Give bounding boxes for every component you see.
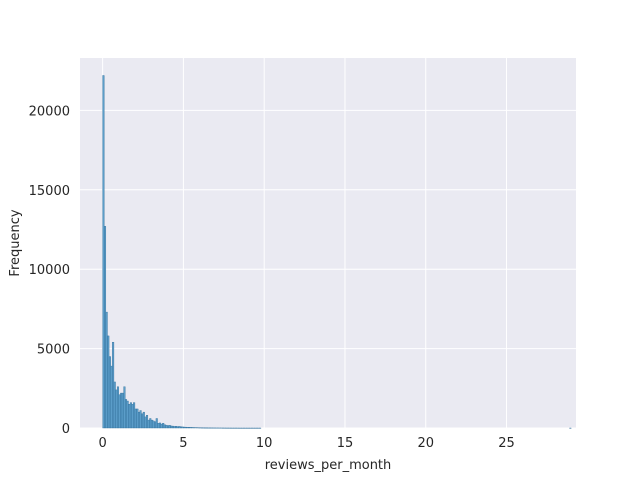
histogram-bar — [157, 423, 160, 429]
histogram-bar — [141, 413, 144, 429]
histogram-bar — [154, 421, 157, 429]
y-tick-label: 10000 — [29, 263, 70, 278]
histogram-bar — [137, 411, 140, 429]
x-tick-label: 10 — [256, 436, 273, 451]
histogram-bar — [160, 423, 163, 429]
histogram-bar — [139, 410, 142, 429]
histogram-bar — [105, 311, 108, 429]
x-tick-label: 0 — [98, 436, 106, 451]
histogram-bar — [107, 335, 110, 429]
histogram-bar — [123, 386, 126, 429]
histogram-bar — [163, 424, 166, 429]
histogram-bars — [102, 75, 572, 429]
histogram-bar — [102, 75, 105, 429]
histogram-bar — [191, 427, 194, 429]
histogram-bar — [186, 427, 189, 429]
histogram-bar — [183, 426, 186, 429]
histogram-bar — [147, 419, 150, 429]
histogram-bar — [125, 399, 128, 429]
histogram-bar — [128, 404, 131, 429]
histogram-bar — [178, 426, 181, 429]
histogram-bar — [162, 423, 165, 429]
histogram-bar — [104, 226, 107, 429]
histogram-bar — [144, 416, 147, 429]
y-tick-label: 0 — [62, 422, 70, 437]
histogram-bar — [131, 404, 134, 429]
histogram-bar — [150, 419, 153, 429]
histogram-bar — [133, 402, 136, 429]
histogram-bar — [142, 411, 145, 429]
histogram-bar — [129, 402, 132, 429]
histogram-bar — [152, 420, 155, 429]
y-tick-label: 20000 — [29, 104, 70, 119]
histogram-bar — [165, 424, 168, 429]
x-tick-label: 5 — [179, 436, 187, 451]
histogram-bar — [155, 418, 158, 429]
histogram-bar — [171, 425, 174, 429]
histogram-bar — [136, 408, 139, 429]
histogram-bar — [168, 425, 171, 429]
histogram-bar — [126, 400, 129, 429]
histogram-bar — [112, 342, 115, 429]
y-axis-ticks: 0 5000 10000 15000 20000 — [29, 104, 70, 437]
histogram-bar — [181, 426, 184, 429]
histogram-bar — [188, 427, 191, 429]
histogram-bar — [189, 427, 192, 429]
histogram-bar — [108, 356, 111, 429]
histogram-bar — [158, 422, 161, 429]
histogram-bar — [173, 426, 176, 429]
histogram-bar — [120, 392, 123, 429]
y-tick-label: 5000 — [37, 343, 70, 358]
histogram-bar — [113, 381, 116, 429]
x-tick-label: 25 — [498, 436, 515, 451]
x-axis-ticks: 0 5 10 15 20 25 — [98, 436, 514, 451]
histogram-bar — [149, 418, 152, 429]
x-tick-label: 15 — [337, 436, 354, 451]
histogram-bar — [116, 386, 119, 429]
x-tick-label: 20 — [417, 436, 434, 451]
histogram-bar — [118, 394, 121, 429]
histogram-bar — [134, 408, 137, 429]
histogram-bar — [179, 426, 182, 429]
histogram-bar — [184, 426, 187, 429]
histogram-bar — [170, 425, 173, 429]
histogram-bar — [175, 426, 178, 429]
y-axis-label: Frequency — [8, 209, 23, 276]
histogram-bar — [146, 415, 149, 429]
x-axis-label: reviews_per_month — [265, 458, 392, 473]
histogram-bar — [115, 389, 118, 429]
histogram-bar — [110, 365, 113, 429]
histogram-bar — [121, 392, 124, 429]
plot-background — [80, 58, 576, 428]
y-tick-label: 15000 — [29, 184, 70, 199]
histogram-bar — [176, 426, 179, 429]
histogram-bar — [167, 425, 170, 429]
